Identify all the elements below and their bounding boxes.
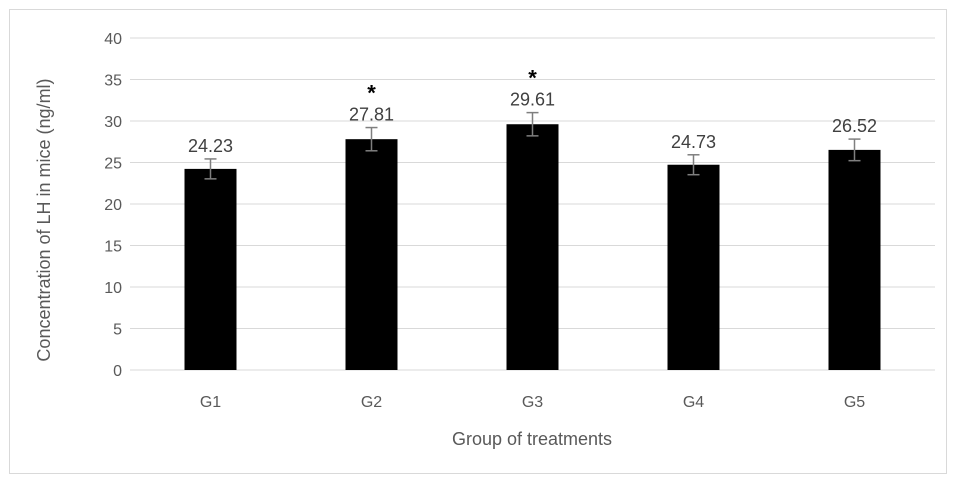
x-tick-label-g2: G2 [361, 394, 382, 411]
bars [184, 124, 881, 370]
data-label-g4: 24.73 [671, 132, 716, 152]
data-label-g3: 29.61 [510, 90, 555, 110]
y-tick-label: 15 [104, 239, 122, 256]
data-label-g5: 26.52 [832, 116, 877, 136]
error-bar-g3 [526, 111, 539, 137]
x-tick-label-g5: G5 [844, 394, 865, 411]
error-bars [204, 111, 861, 180]
data-label-g2: 27.81 [349, 105, 394, 125]
error-bar-g2 [365, 126, 378, 152]
x-axis-title: Group of treatments [452, 429, 612, 449]
bar-g2 [345, 139, 398, 370]
y-axis-title: Concentration of LH in mice (ng/ml) [34, 78, 54, 361]
error-bar-g5 [848, 138, 861, 162]
y-tick-label: 5 [113, 322, 122, 339]
bar-g4 [667, 164, 720, 370]
bar-g1 [184, 168, 237, 370]
y-tick-label: 40 [104, 31, 122, 48]
y-tick-label: 10 [104, 280, 122, 297]
significance-marker-g2: * [367, 81, 376, 106]
y-tick-label: 25 [104, 156, 122, 173]
bar-g5 [828, 149, 881, 370]
significance-marker-g3: * [528, 66, 537, 91]
bar-g3 [506, 124, 559, 370]
chart-frame [9, 9, 947, 474]
error-bar-g1 [204, 158, 217, 180]
y-tick-label: 35 [104, 73, 122, 90]
y-tick-label: 20 [104, 197, 122, 214]
data-label-g1: 24.23 [188, 136, 233, 156]
x-tick-label-g1: G1 [200, 394, 221, 411]
y-tick-label: 0 [113, 363, 122, 380]
x-tick-label-g4: G4 [683, 394, 704, 411]
x-tick-labels: G1 G2 G3 G4 G5 [200, 394, 865, 411]
y-tick-labels: 0 5 10 15 20 25 30 35 40 [104, 31, 122, 380]
x-tick-label-g3: G3 [522, 394, 543, 411]
y-tick-label: 30 [104, 114, 122, 131]
error-bar-g4 [687, 154, 700, 176]
